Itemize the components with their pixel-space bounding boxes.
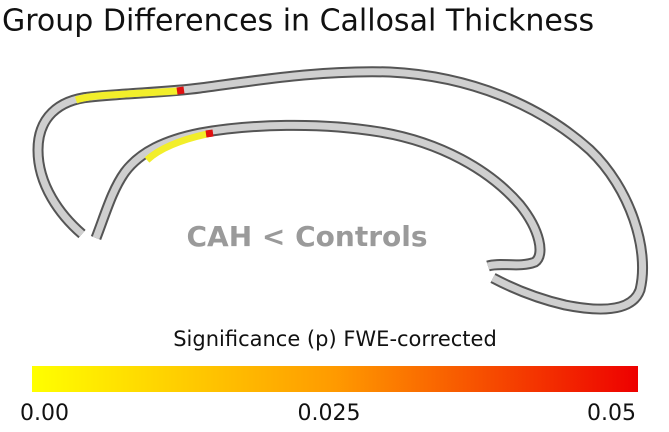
significant-peak [176,86,185,95]
colorbar-tick-label: 0.025 [298,401,361,426]
colorbar-tick-label: 0.05 [587,401,636,426]
outer-contour-border [32,66,649,315]
colorbar-title: Significance (p) FWE-corrected [173,327,497,351]
title: Group Differences in Callosal Thickness [2,4,594,39]
colorbar-tick-label: 0.00 [20,401,69,426]
inner-contour [92,121,544,270]
outer-contour [34,68,647,313]
corpus-callosum [32,66,649,315]
significant-region [74,87,179,104]
contrast-label: CAH < Controls [186,220,427,253]
significant-peak [205,129,214,138]
colorbar [32,366,638,392]
significant-region [144,130,208,163]
